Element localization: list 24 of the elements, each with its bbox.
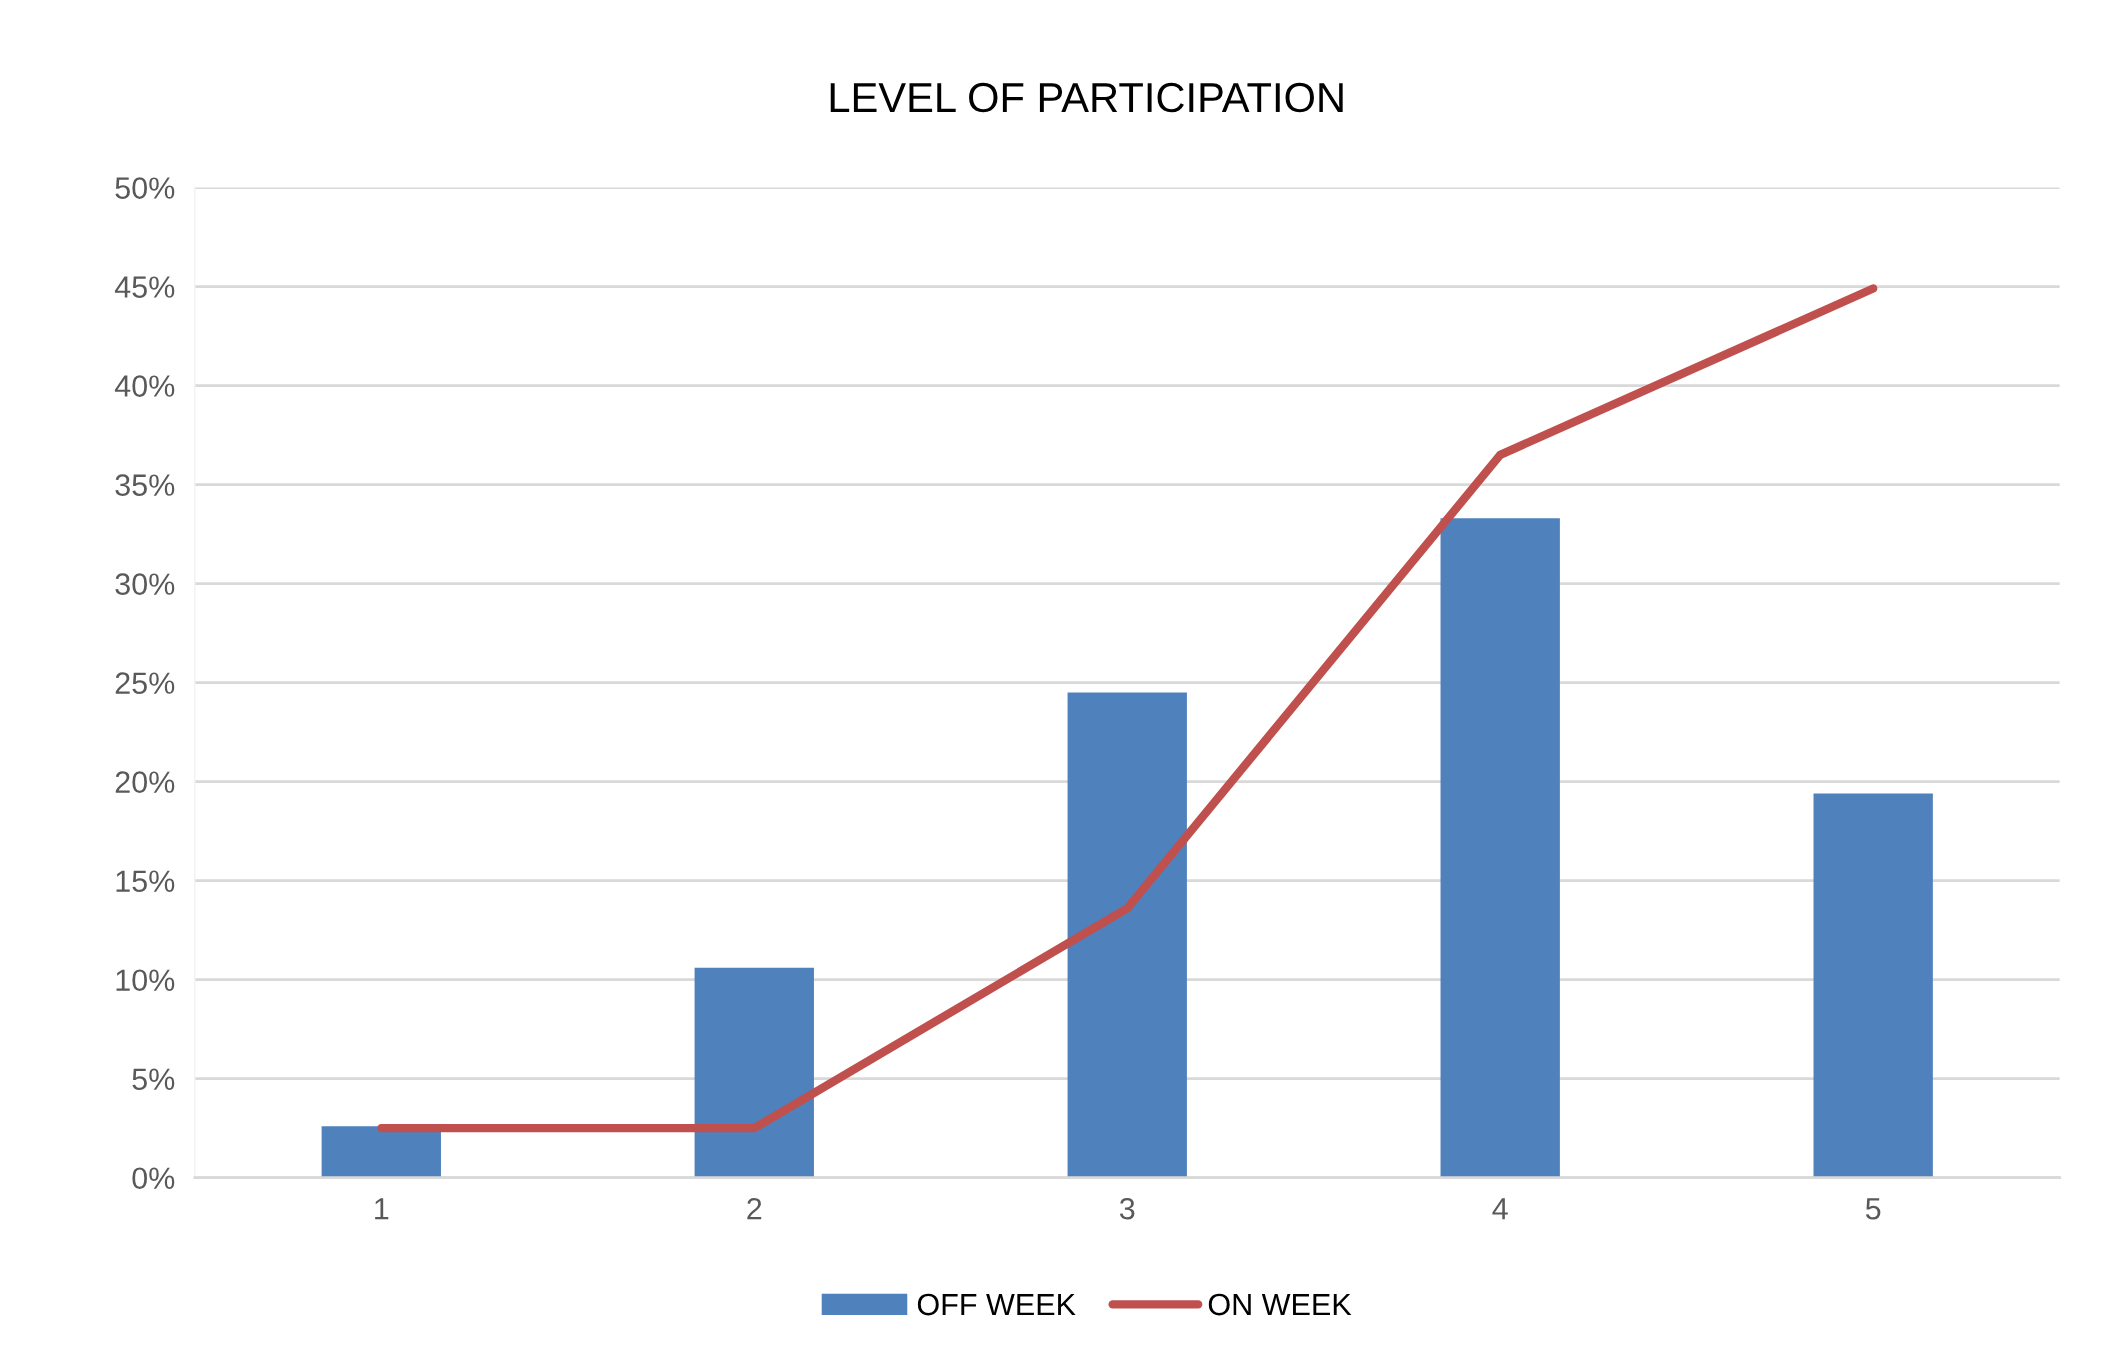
- bar: [321, 1126, 441, 1178]
- y-tick-label: 5%: [132, 1068, 175, 1091]
- chart-title: LEVEL OF PARTICIPATION: [830, 82, 1343, 113]
- legend-label: ON WEEK: [1208, 1293, 1352, 1316]
- x-tick-label: 4: [1492, 1198, 1508, 1220]
- bar: [1813, 793, 1933, 1178]
- y-tick-label: 20%: [115, 771, 175, 793]
- y-tick-label: 30%: [115, 573, 175, 595]
- x-tick-label: 1: [375, 1198, 389, 1220]
- y-tick-label: 45%: [114, 276, 175, 298]
- bar: [694, 967, 814, 1178]
- y-tick-label: 25%: [115, 672, 175, 694]
- y-tick-label: 15%: [116, 870, 175, 892]
- bar: [1440, 518, 1560, 1178]
- x-tick-label: 5: [1865, 1198, 1881, 1220]
- y-tick-label: 50%: [115, 177, 175, 199]
- x-tick-label: 3: [1119, 1197, 1135, 1220]
- x-tick-label: 2: [747, 1197, 762, 1220]
- bar: [1067, 692, 1187, 1178]
- legend-label: OFF WEEK: [917, 1293, 1076, 1316]
- y-tick-label: 35%: [115, 474, 175, 496]
- y-tick-label: 40%: [114, 375, 175, 397]
- y-tick-label: 10%: [116, 969, 175, 992]
- y-tick-label: 0%: [132, 1167, 175, 1190]
